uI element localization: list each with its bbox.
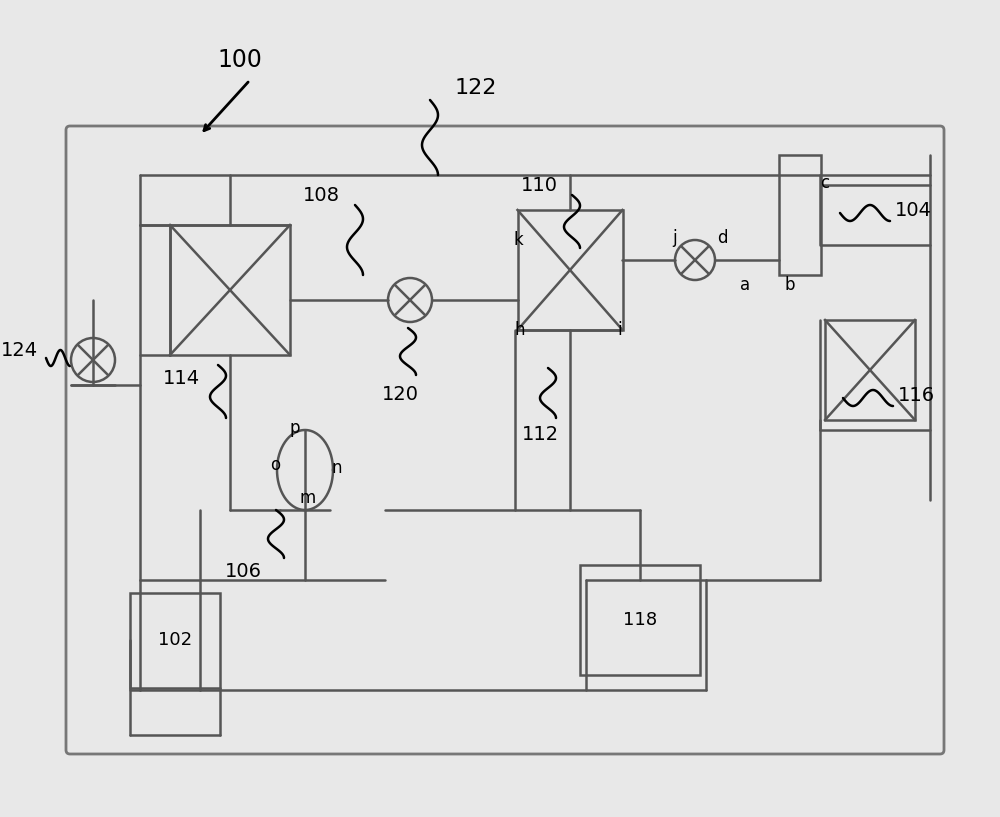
Text: 124: 124 <box>1 341 38 359</box>
Bar <box>779 155 821 275</box>
Bar <box>518 210 622 330</box>
Text: 116: 116 <box>898 386 935 404</box>
Text: b: b <box>785 276 795 294</box>
FancyBboxPatch shape <box>66 126 944 754</box>
Text: 110: 110 <box>521 176 558 194</box>
Bar <box>130 592 220 687</box>
Text: 114: 114 <box>163 368 200 387</box>
Text: n: n <box>332 459 342 477</box>
Bar <box>825 320 915 420</box>
Text: 102: 102 <box>158 631 192 649</box>
Text: k: k <box>513 231 523 249</box>
Text: p: p <box>290 419 300 437</box>
Text: i: i <box>618 321 622 339</box>
Text: j: j <box>673 229 677 247</box>
Text: 120: 120 <box>382 385 418 404</box>
Text: 122: 122 <box>455 78 497 98</box>
Text: 106: 106 <box>225 562 262 581</box>
Text: 112: 112 <box>521 425 559 444</box>
Text: 108: 108 <box>303 185 340 204</box>
Text: a: a <box>740 276 750 294</box>
Text: 118: 118 <box>623 611 657 629</box>
Text: c: c <box>820 174 830 192</box>
Bar <box>170 225 290 355</box>
Text: d: d <box>717 229 727 247</box>
Text: 104: 104 <box>895 200 932 220</box>
Bar <box>580 565 700 675</box>
Text: h: h <box>515 321 525 339</box>
Text: o: o <box>270 456 280 474</box>
Text: m: m <box>300 489 316 507</box>
Text: 100: 100 <box>218 48 262 72</box>
